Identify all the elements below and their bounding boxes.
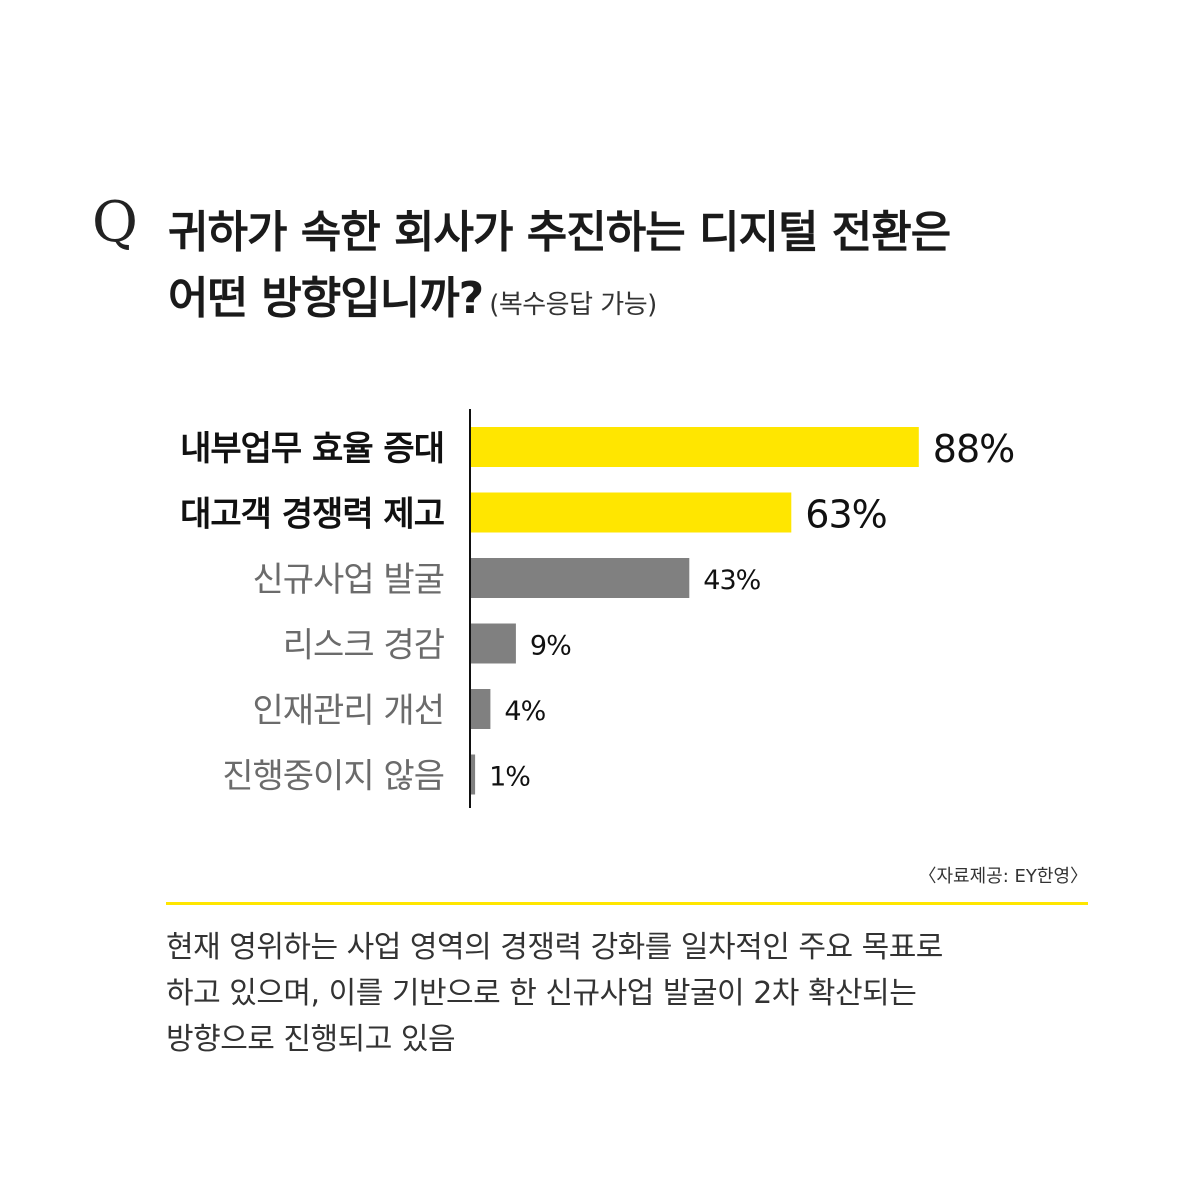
- value-label: 88%: [933, 427, 1014, 471]
- value-label: 1%: [489, 762, 530, 793]
- category-label: 인재관리 개선: [253, 691, 445, 731]
- category-label: 신규사업 발굴: [253, 560, 445, 600]
- category-label: 대고객 경쟁력 제고: [180, 495, 445, 535]
- value-label: 4%: [504, 696, 545, 727]
- bar: [470, 492, 792, 533]
- value-label: 43%: [703, 565, 760, 596]
- source-credit: 〈자료제공: EY한영〉: [918, 866, 1088, 887]
- bar: [470, 623, 516, 664]
- value-label: 9%: [530, 631, 571, 662]
- yellow-divider: [166, 902, 1088, 905]
- bar: [470, 754, 476, 795]
- question-title-line2: 어떤 방향입니까?: [168, 273, 484, 324]
- category-label: 내부업무 효율 증대: [180, 429, 444, 469]
- bar: [470, 689, 491, 729]
- category-label: 리스크 경감: [283, 626, 445, 666]
- category-label: 진행중이지 않음: [222, 757, 444, 797]
- bar: [470, 558, 690, 598]
- value-label: 63%: [805, 493, 886, 537]
- bar-chart: 내부업무 효율 증대 88% 대고객 경쟁력 제고 63% 신규사업 발굴 43% 리스크 …: [180, 409, 1015, 808]
- summary-line: 방향으로 진행되고 있음: [166, 1022, 456, 1057]
- question-note: (복수응답 가능): [489, 290, 657, 320]
- question-title-line1: 귀하가 속한 회사가 추진하는 디지털 전환은: [168, 207, 951, 258]
- summary-line: 현재 영위하는 사업 영역의 경쟁력 강화를 일차적인 주요 목표로: [166, 930, 943, 965]
- question-mark: Q: [92, 190, 138, 255]
- summary-line: 하고 있으며, 이를 기반으로 한 신규사업 발굴이 2차 확산되는: [166, 976, 917, 1011]
- question-title-line2-row: 어떤 방향입니까? (복수응답 가능): [168, 262, 657, 326]
- bar: [470, 427, 919, 467]
- summary-text: 현재 영위하는 사업 영역의 경쟁력 강화를 일차적인 주요 목표로 하고 있으…: [166, 925, 1096, 1063]
